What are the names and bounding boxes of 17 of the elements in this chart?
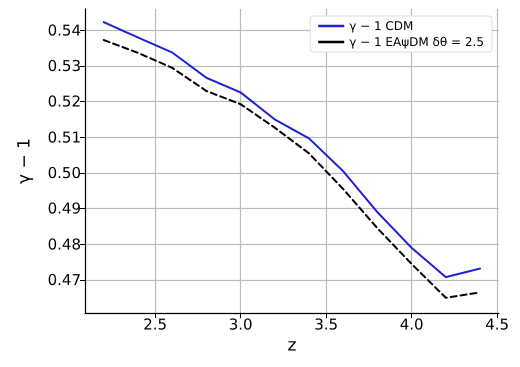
y-tick-label: 0.47 bbox=[48, 270, 81, 289]
y-tick-label: 0.48 bbox=[48, 235, 81, 254]
y-tick-label: 0.49 bbox=[48, 200, 81, 218]
x-tick-label: 4.5 bbox=[485, 316, 510, 334]
x-tick-label: 3.0 bbox=[228, 316, 253, 334]
legend-label: γ − 1 CDM bbox=[349, 19, 414, 33]
x-axis-title: z bbox=[287, 336, 296, 356]
x-tick-label: 2.5 bbox=[143, 316, 168, 334]
y-tick-label: 0.54 bbox=[48, 21, 81, 40]
y-tick-label: 0.50 bbox=[48, 164, 81, 182]
x-tick-label: 4.0 bbox=[400, 316, 424, 334]
y-tick-label: 0.53 bbox=[48, 57, 81, 76]
legend-label: γ − 1 EAψDM δθ = 2.5 bbox=[349, 35, 484, 49]
y-axis-title: γ − 1 bbox=[14, 138, 34, 184]
x-tick-label: 3.5 bbox=[314, 316, 338, 334]
y-tick-label: 0.51 bbox=[48, 128, 81, 146]
y-tick-label: 0.52 bbox=[48, 92, 81, 111]
